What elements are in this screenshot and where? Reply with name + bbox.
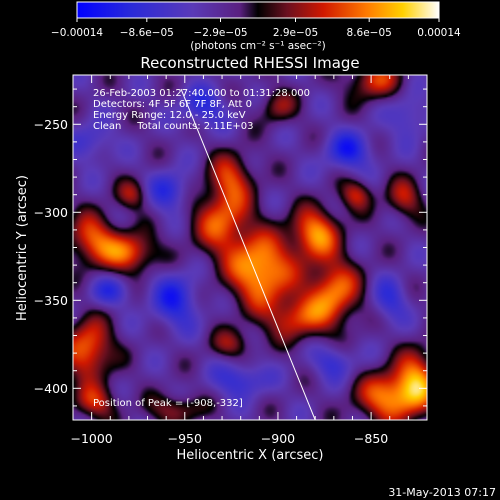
y-tick-label: −300	[34, 205, 68, 220]
annotation-time-range: 26-Feb-2003 01:27:40.000 to 01:31:28.000	[93, 88, 310, 99]
x-tick-label: −950	[168, 431, 202, 446]
y-tick-label: −400	[34, 381, 68, 396]
annotation-energy-range: Energy Range: 12.0 - 25.0 keV	[93, 110, 246, 121]
colorbar: −0.00014 −8.6e−05 −2.9e−05 2.9e−05 8.6e−05 0.…	[51, 1, 461, 52]
x-axis-label: Heliocentric X (arcsec)	[177, 448, 324, 463]
limb-line	[180, 88, 316, 420]
colorbar-tick-label: −0.00014	[51, 27, 104, 39]
colorbar-unit-label: (photons cm⁻² s⁻¹ asec⁻²)	[190, 40, 325, 52]
y-axis: −250 −300 −350 −400	[34, 88, 427, 407]
y-tick-label: −250	[34, 117, 68, 132]
peak-position-label: Position of Peak = [-908,-332]	[93, 398, 243, 409]
x-tick-label: −1000	[70, 431, 112, 446]
plot-area: 26-Feb-2003 01:27:40.000 to 01:31:28.000…	[72, 74, 428, 421]
heatmap-image	[73, 75, 427, 420]
colorbar-tick-label: 0.00014	[417, 27, 461, 39]
x-tick-label: −900	[261, 431, 295, 446]
annotation-clean-counts: Clean Total counts: 2.11E+03	[93, 121, 253, 132]
colorbar-tick-label: −8.6e−05	[120, 27, 174, 39]
colorbar-tick-label: 8.6e−05	[347, 27, 392, 39]
colorbar-frame	[76, 1, 440, 19]
y-axis-label: Heliocentric Y (arcsec)	[15, 175, 30, 321]
colorbar-tick-label: 2.9e−05	[273, 27, 318, 39]
colorbar-ticks: −0.00014 −8.6e−05 −2.9e−05 2.9e−05 8.6e−05 0.…	[51, 18, 461, 39]
colorbar-tick-label: −2.9e−05	[193, 27, 247, 39]
timestamp: 31-May-2013 07:17	[388, 486, 496, 499]
chart-title: Reconstructed RHESSI Image	[140, 54, 359, 72]
annotation-block: 26-Feb-2003 01:27:40.000 to 01:31:28.000…	[93, 88, 310, 132]
colorbar-gradient	[77, 2, 439, 18]
x-tick-label: −850	[354, 431, 388, 446]
y-tick-label: −350	[34, 293, 68, 308]
x-axis: −1000 −950 −900 −850	[70, 75, 428, 446]
annotation-detectors: Detectors: 4F 5F 6F 7F 8F, Att 0	[93, 99, 252, 110]
